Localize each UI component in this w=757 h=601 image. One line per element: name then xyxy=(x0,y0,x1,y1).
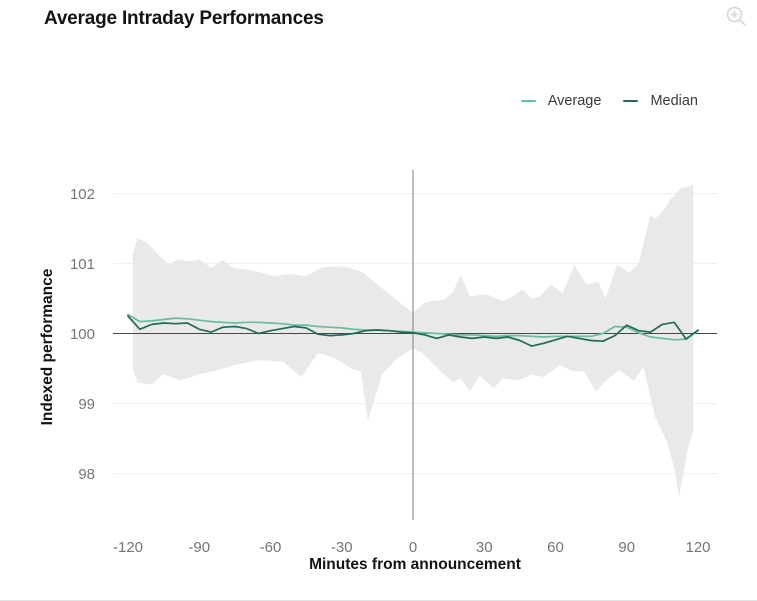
x-tick-label: -120 xyxy=(113,539,143,556)
x-tick-label: 60 xyxy=(547,539,564,556)
y-tick-label: 98 xyxy=(78,466,95,483)
x-tick-label: 120 xyxy=(685,539,710,556)
median-line-swatch xyxy=(623,100,639,102)
x-tick-label: 0 xyxy=(409,539,417,556)
x-tick-label: -30 xyxy=(331,539,353,556)
average-line-swatch xyxy=(520,100,536,102)
y-tick-label: 102 xyxy=(70,186,95,203)
legend-item-average[interactable]: Average xyxy=(520,93,602,109)
x-tick-label: 90 xyxy=(618,539,635,556)
x-tick-label: -90 xyxy=(188,539,210,556)
zoom-in-icon[interactable] xyxy=(723,4,749,30)
x-axis-title: Minutes from announcement xyxy=(309,556,521,573)
legend-label-average: Average xyxy=(547,93,602,109)
x-tick-label: 30 xyxy=(476,539,493,556)
y-tick-label: 99 xyxy=(78,396,95,413)
chart-legend: Average Median xyxy=(520,93,698,109)
x-tick-label: -60 xyxy=(260,539,282,556)
y-axis-title: Indexed performance xyxy=(39,268,56,426)
y-tick-label: 100 xyxy=(70,326,95,343)
series-line-median xyxy=(127,315,699,347)
legend-label-median: Median xyxy=(650,93,698,109)
legend-item-median[interactable]: Median xyxy=(623,93,698,109)
y-tick-label: 101 xyxy=(70,256,95,273)
page-title: Average Intraday Performances xyxy=(44,8,324,29)
